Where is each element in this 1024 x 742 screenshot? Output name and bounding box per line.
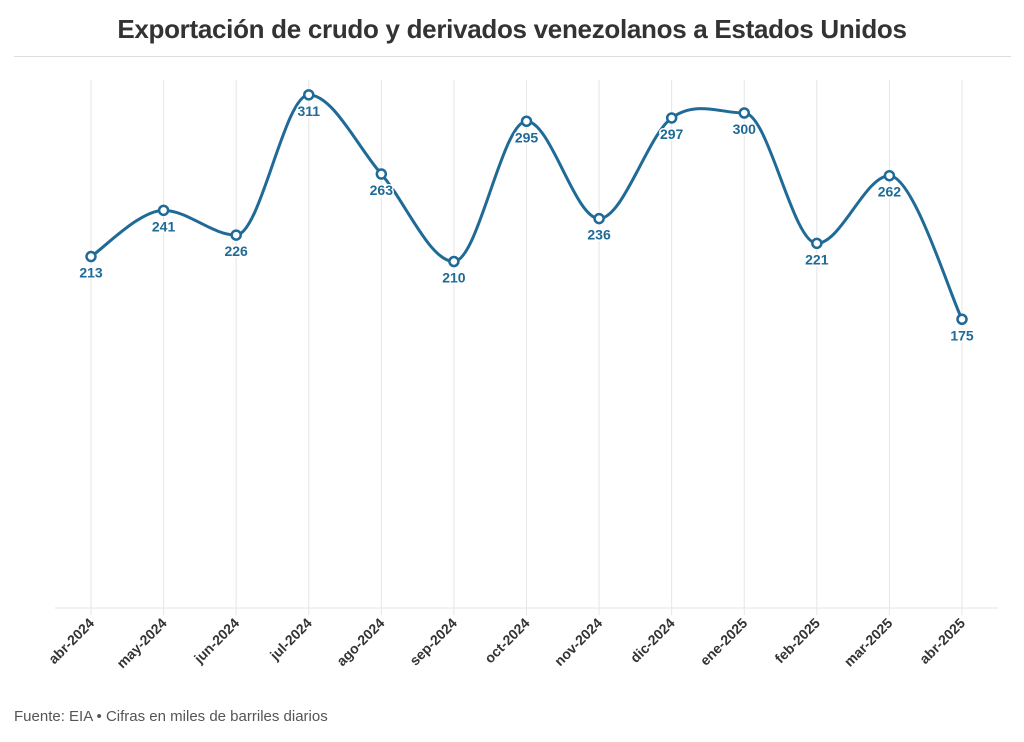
x-tick-label: nov-2024 xyxy=(551,615,605,669)
data-label-sep-2024: 210 xyxy=(442,270,466,286)
gridlines xyxy=(90,80,963,608)
x-tick-label: dic-2024 xyxy=(627,615,678,666)
data-label-jul-2024: 311 xyxy=(297,103,320,119)
data-point-dic-2024[interactable] xyxy=(665,112,678,124)
data-point-oct-2024[interactable] xyxy=(520,115,533,127)
data-point-abr-2024[interactable] xyxy=(85,250,97,263)
title-divider xyxy=(14,56,1011,57)
x-tick-label: ene-2025 xyxy=(697,615,751,669)
data-point-nov-2024[interactable] xyxy=(593,212,605,225)
data-label-nov-2024: 236 xyxy=(587,227,611,243)
data-point-jun-2024[interactable] xyxy=(230,229,242,241)
x-tick-label: jun-2024 xyxy=(190,615,242,667)
x-tick-label: mar-2025 xyxy=(841,615,896,670)
data-label-oct-2024: 295 xyxy=(515,129,539,145)
source-note: Fuente: EIA • Cifras en miles de barrile… xyxy=(14,708,328,725)
x-tick-label: abr-2025 xyxy=(916,615,968,667)
x-axis-ticks xyxy=(90,608,963,615)
chart-title: Exportación de crudo y derivados venezol… xyxy=(117,14,907,44)
x-tick-label: sep-2024 xyxy=(406,615,460,669)
data-label-ene-2025: 300 xyxy=(733,121,757,137)
data-label-abr-2024: 213 xyxy=(79,265,103,281)
data-label-may-2024: 241 xyxy=(152,218,176,234)
data-point-mar-2025[interactable] xyxy=(883,169,896,182)
data-label-jun-2024: 226 xyxy=(224,243,248,259)
data-label-dic-2024: 297 xyxy=(660,126,684,142)
data-point-may-2024[interactable] xyxy=(157,204,170,217)
x-tick-label: ago-2024 xyxy=(333,615,387,669)
x-tick-label: oct-2024 xyxy=(481,615,533,667)
data-point-feb-2025[interactable] xyxy=(811,237,823,250)
x-axis-tick-labels: abr-2024 may-2024 jun-2024 jul-2024 ago-2024… xyxy=(45,615,968,672)
data-label-abr-2025: 175 xyxy=(950,327,974,343)
x-tick-label: feb-2025 xyxy=(771,615,823,667)
x-tick-label: jul-2024 xyxy=(266,615,315,664)
data-label-mar-2025: 262 xyxy=(878,184,902,200)
data-point-abr-2025[interactable] xyxy=(956,313,968,325)
data-point-ago-2024[interactable] xyxy=(375,168,388,180)
data-labels: 213 241 226 311 263 210 295 236 297 300 221 262 175 xyxy=(78,101,976,344)
data-label-feb-2025: 221 xyxy=(805,251,829,267)
data-point-ene-2025[interactable] xyxy=(738,107,750,119)
data-point-sep-2024[interactable] xyxy=(448,255,460,268)
x-tick-label: may-2024 xyxy=(113,615,170,672)
data-label-ago-2024: 263 xyxy=(370,182,394,198)
data-point-jul-2024[interactable] xyxy=(303,89,315,101)
data-points xyxy=(85,89,968,325)
x-tick-label: abr-2024 xyxy=(45,615,97,667)
